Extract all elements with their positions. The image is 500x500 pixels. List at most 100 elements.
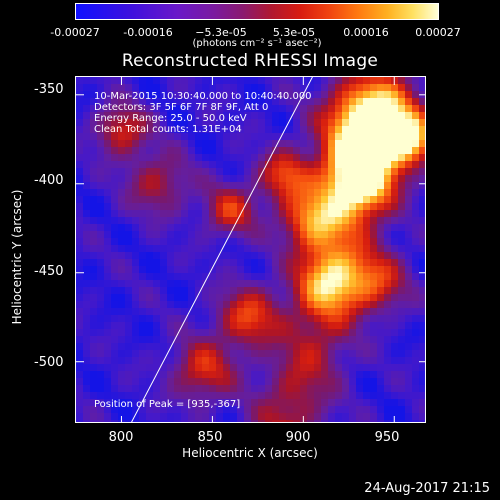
heatmap-cell: [97, 413, 105, 421]
heatmap-cell: [419, 105, 425, 113]
heatmap-cell: [279, 343, 287, 351]
heatmap-cell: [167, 119, 175, 127]
heatmap-cell: [83, 203, 91, 211]
heatmap-cell: [384, 98, 392, 106]
heatmap-cell: [342, 406, 350, 414]
heatmap-cell: [258, 154, 266, 162]
heatmap-cell: [342, 175, 350, 183]
heatmap-cell: [272, 224, 280, 232]
heatmap-cell: [405, 259, 413, 267]
heatmap-cell: [356, 322, 364, 330]
heatmap-cell: [370, 133, 378, 141]
heatmap-cell: [286, 231, 294, 239]
heatmap-cell: [223, 112, 231, 120]
heatmap-cell: [181, 84, 189, 92]
heatmap-cell: [377, 252, 385, 260]
heatmap-cell: [76, 189, 84, 197]
heatmap-cell: [146, 133, 154, 141]
heatmap-cell: [181, 168, 189, 176]
heatmap-cell: [272, 168, 280, 176]
heatmap-cell: [349, 308, 357, 316]
heatmap-cell: [279, 399, 287, 407]
heatmap-cell: [90, 154, 98, 162]
heatmap-cell: [209, 182, 217, 190]
heatmap-cell: [321, 413, 329, 421]
heatmap-cell: [300, 203, 308, 211]
heatmap-cell: [146, 203, 154, 211]
heatmap-cell: [230, 357, 238, 365]
heatmap-cell: [286, 175, 294, 183]
heatmap-cell: [230, 315, 238, 323]
heatmap-cell: [251, 217, 259, 225]
heatmap-cell: [90, 189, 98, 197]
heatmap-cell: [363, 245, 371, 253]
heatmap-cell: [230, 182, 238, 190]
heatmap-cell: [209, 287, 217, 295]
heatmap-cell: [230, 196, 238, 204]
heatmap-cell: [412, 210, 420, 218]
y-tick-label: -350: [34, 82, 64, 97]
heatmap-cell: [279, 119, 287, 127]
heatmap-cell: [370, 406, 378, 414]
heatmap-cell: [118, 175, 126, 183]
heatmap-cell: [174, 357, 182, 365]
heatmap-cell: [167, 322, 175, 330]
heatmap-cell: [118, 280, 126, 288]
heatmap-cell: [139, 217, 147, 225]
heatmap-cell: [363, 371, 371, 379]
heatmap-cell: [216, 350, 224, 358]
heatmap-cell: [349, 259, 357, 267]
heatmap-cell: [209, 294, 217, 302]
heatmap-cell: [230, 147, 238, 155]
heatmap-cell: [412, 308, 420, 316]
heatmap-cell: [419, 420, 425, 422]
heatmap-cell: [335, 259, 343, 267]
heatmap-cell: [202, 238, 210, 246]
heatmap-cell: [125, 91, 133, 99]
heatmap-cell: [202, 308, 210, 316]
heatmap-cell: [384, 203, 392, 211]
heatmap-cell: [405, 112, 413, 120]
heatmap-cell: [146, 168, 154, 176]
heatmap-cell: [349, 231, 357, 239]
heatmap-cell: [391, 217, 399, 225]
heatmap-cell: [230, 280, 238, 288]
heatmap-cell: [188, 105, 196, 113]
heatmap-cell: [104, 98, 112, 106]
heatmap-cell: [104, 224, 112, 232]
heatmap-cell: [342, 147, 350, 155]
heatmap-cell: [370, 392, 378, 400]
heatmap-cell: [419, 315, 425, 323]
heatmap-cell: [370, 273, 378, 281]
heatmap-cell: [328, 161, 336, 169]
heatmap-cell: [286, 266, 294, 274]
heatmap-cell: [230, 385, 238, 393]
heatmap-cell: [356, 336, 364, 344]
heatmap-cell: [279, 217, 287, 225]
heatmap-cell: [188, 77, 196, 85]
y-tick-label: -450: [34, 264, 64, 279]
heatmap-cell: [153, 140, 161, 148]
heatmap-cell: [279, 287, 287, 295]
heatmap-cell: [342, 154, 350, 162]
heatmap-cell: [104, 189, 112, 197]
heatmap-cell: [405, 308, 413, 316]
heatmap-cell: [314, 182, 322, 190]
heatmap-cell: [202, 140, 210, 148]
heatmap-cell: [76, 413, 84, 421]
heatmap-cell: [76, 273, 84, 281]
heatmap-cell: [146, 343, 154, 351]
heatmap-cell: [370, 140, 378, 148]
heatmap-cell: [76, 280, 84, 288]
heatmap-cell: [370, 294, 378, 302]
heatmap-cell: [160, 77, 168, 85]
heatmap-cell: [160, 98, 168, 106]
heatmap-cell: [279, 189, 287, 197]
heatmap-cell: [76, 245, 84, 253]
heatmap-cell: [90, 343, 98, 351]
heatmap-cell: [118, 126, 126, 134]
heatmap-cell: [195, 371, 203, 379]
heatmap-cell: [349, 105, 357, 113]
heatmap-cell: [181, 259, 189, 267]
heatmap-cell: [412, 189, 420, 197]
